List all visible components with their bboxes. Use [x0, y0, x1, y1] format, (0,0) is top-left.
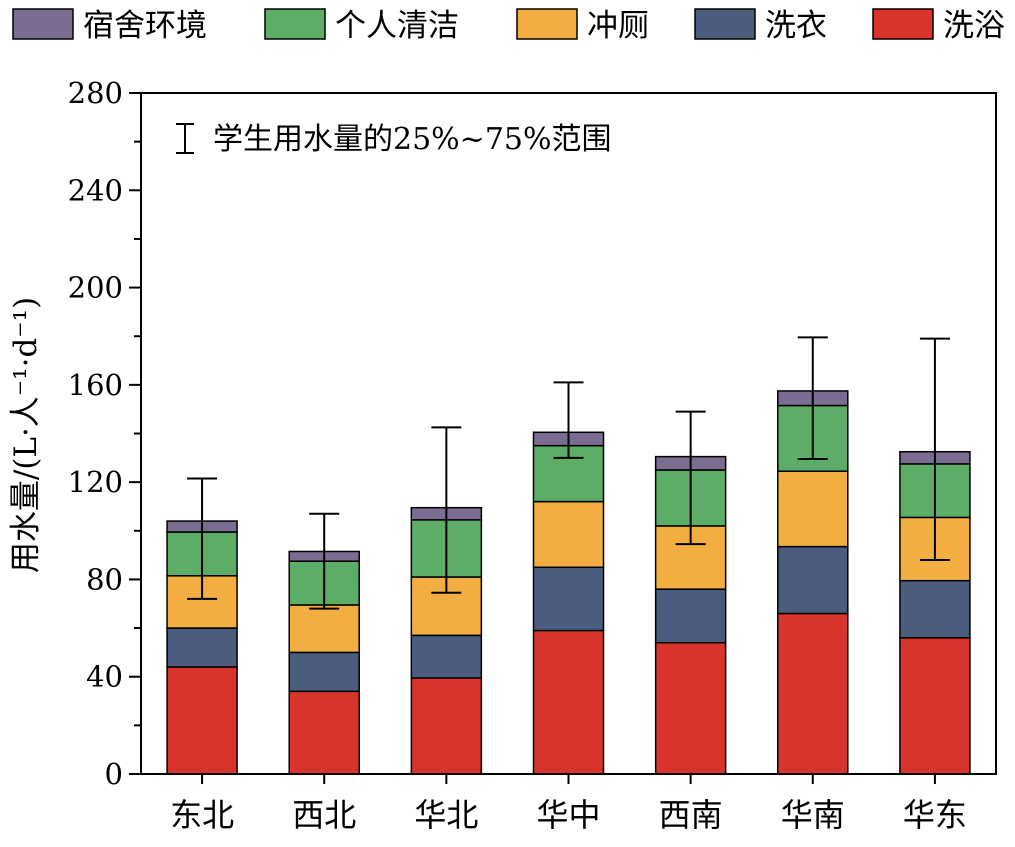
bar-segment — [288, 690, 360, 775]
error-bar-legend-label: 学生用水量的25%~75%范围 — [213, 122, 612, 157]
legend-swatch — [12, 8, 74, 40]
x-axis: 东北 西北 华北 华中 西南 华南 华东 — [170, 774, 967, 834]
x-tick-label: 西北 — [292, 796, 356, 834]
y-tick-label: 80 — [86, 562, 123, 596]
x-tick-label: 东北 — [170, 796, 234, 834]
legend-label: 洗浴 — [943, 8, 1005, 44]
legend-swatch — [694, 8, 756, 40]
bar-segment — [410, 677, 483, 775]
bar-segment — [899, 637, 971, 775]
legend-label: 个人清洁 — [335, 8, 459, 44]
bar-segment — [654, 588, 727, 644]
legend-label: 洗衣 — [765, 8, 827, 44]
y-axis: 0 40 80 120 160 200 240 280 — [68, 76, 141, 791]
x-tick-label: 华北 — [414, 796, 478, 834]
bar-segment — [288, 604, 360, 654]
bar-segment — [288, 651, 360, 693]
y-tick-label: 200 — [68, 271, 123, 305]
bar-segment — [166, 666, 238, 775]
bar-segment — [532, 629, 605, 775]
legend-label: 宿舍环境 — [83, 8, 207, 44]
y-axis-label: 用水量/(L·人⁻¹·d⁻¹) — [8, 297, 44, 573]
bar-segment — [166, 627, 238, 668]
bar-segment — [777, 612, 849, 775]
legend: 宿舍环境 个人清洁 冲厕 洗衣 洗浴 — [12, 8, 1005, 44]
y-tick-label: 280 — [68, 76, 123, 110]
y-tick-label: 0 — [105, 757, 123, 791]
y-tick-label: 120 — [68, 465, 123, 499]
y-tick-label: 40 — [86, 660, 123, 694]
legend-label: 冲厕 — [587, 8, 649, 44]
x-tick-label: 华南 — [781, 796, 845, 834]
error-bar-legend: 学生用水量的25%~75%范围 — [176, 122, 612, 157]
bar-segment — [410, 634, 483, 679]
x-tick-label: 华中 — [536, 796, 600, 834]
y-tick-label: 240 — [68, 173, 123, 207]
bar-segment — [777, 545, 849, 615]
bar-segment — [532, 500, 605, 569]
bar-segment — [654, 641, 727, 775]
bar-segment — [899, 579, 971, 639]
legend-swatch — [872, 8, 934, 40]
plot-frame — [140, 92, 997, 775]
bar-segment — [777, 470, 849, 548]
legend-swatch — [264, 8, 326, 40]
error-bars — [187, 336, 950, 610]
y-tick-label: 160 — [68, 368, 123, 402]
legend-swatch — [516, 8, 578, 40]
x-tick-label: 华东 — [903, 796, 967, 834]
bar-segment — [532, 566, 605, 632]
x-tick-label: 西南 — [659, 796, 723, 834]
